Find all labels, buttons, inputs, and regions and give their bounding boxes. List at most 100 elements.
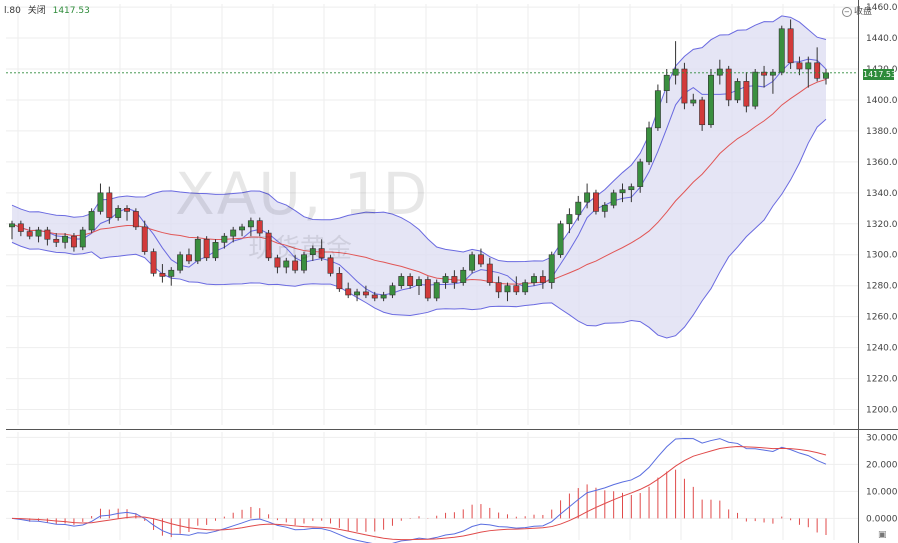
price-tick-label: 1400.00 — [866, 96, 898, 106]
candle-body — [168, 269, 175, 277]
candle-body — [469, 254, 476, 271]
candle-body — [327, 257, 334, 274]
candle-body — [628, 186, 635, 191]
candle-body — [486, 263, 493, 283]
candle-body — [637, 161, 644, 187]
candle-body — [619, 189, 626, 194]
candle-body — [141, 226, 148, 252]
minus-icon: − — [841, 7, 852, 17]
candle-body — [787, 28, 794, 64]
close-label: 关闭 — [27, 6, 46, 16]
candle-body — [44, 229, 51, 240]
candle-body — [35, 229, 42, 237]
candle-body — [354, 291, 361, 296]
legend-readout: l.80 关闭 1417.53 — [4, 3, 90, 16]
macd-tick-label: 10.0000 — [866, 487, 898, 497]
brand-watermark: 现货黄金 — [248, 234, 353, 264]
candle-body — [663, 74, 670, 91]
candle-body — [150, 251, 157, 274]
macd-tick-label: 30.0000 — [866, 433, 898, 443]
candle-body — [752, 71, 759, 107]
candle-body — [805, 62, 812, 70]
candle-body — [451, 276, 458, 283]
collapse-label: 收盘 — [853, 7, 872, 17]
price-tick-label: 1300.00 — [866, 251, 898, 261]
candle-body — [769, 71, 776, 76]
candle-body — [495, 282, 502, 293]
candle-body — [62, 235, 69, 243]
candle-body — [186, 254, 192, 262]
candle-body — [115, 208, 122, 218]
candle-body — [203, 238, 210, 259]
candle-body — [778, 28, 785, 73]
candle-body — [823, 72, 829, 79]
candle-body — [283, 260, 290, 268]
price-tick-label: 1360.00 — [866, 158, 898, 168]
close-value: 1417.53 — [52, 6, 90, 16]
candle-body — [513, 285, 520, 293]
candle-body — [681, 68, 688, 104]
candle-body — [593, 192, 599, 212]
price-tick-label: 1320.00 — [866, 220, 898, 230]
candle-body — [274, 257, 281, 268]
collapse-button[interactable]: − 收盘 — [841, 4, 872, 17]
candle-body — [221, 235, 228, 243]
candle-body — [212, 242, 219, 259]
current-price-tag: 1417.53 — [863, 69, 897, 80]
candle-body — [477, 254, 484, 265]
candle-body — [654, 90, 661, 129]
candle-body — [265, 232, 272, 259]
candle-body — [566, 214, 573, 225]
candle-body — [309, 248, 316, 256]
candle-body — [460, 269, 467, 283]
candle-body — [132, 211, 139, 228]
candle-body — [177, 254, 184, 271]
candle-body — [716, 68, 723, 76]
price-tick-label: 1440.00 — [866, 34, 898, 44]
candle-body — [734, 81, 741, 101]
candle-body — [531, 276, 537, 283]
candle-body — [318, 248, 325, 259]
price-tick-label: 1260.00 — [866, 313, 898, 323]
candle-body — [247, 220, 254, 228]
candle-body — [575, 201, 582, 215]
symbol-watermark: XAU, 1D — [175, 160, 430, 228]
candle-body — [26, 231, 33, 237]
candle-body — [725, 68, 732, 101]
candle-body — [761, 71, 768, 76]
candle-body — [53, 238, 60, 243]
partial-value: l.80 — [4, 6, 21, 16]
candle-body — [601, 204, 608, 212]
candle-body — [548, 254, 555, 283]
candle-body — [230, 229, 237, 237]
macd-line — [11, 438, 827, 543]
candle-body — [584, 192, 591, 203]
bollinger-upper-line — [11, 15, 827, 263]
candle-body — [610, 192, 617, 206]
candle-body — [17, 223, 24, 232]
candle-body — [256, 220, 263, 234]
candle-body — [79, 229, 86, 248]
macd-tick-label: 20.0000 — [866, 460, 898, 470]
candle-body — [88, 211, 95, 231]
candle-body — [442, 276, 449, 283]
candle-body — [539, 276, 546, 283]
candle-body — [380, 294, 387, 299]
candle-body — [301, 254, 307, 271]
camera-icon[interactable]: ▣ — [878, 530, 887, 540]
candle-body — [345, 288, 352, 296]
candle-body — [106, 192, 113, 218]
candle-body — [424, 279, 431, 299]
candle-body — [362, 291, 369, 296]
candle-body — [814, 62, 821, 79]
price-tick-label: 1240.00 — [866, 344, 898, 354]
candle-body — [557, 223, 564, 256]
candle-body — [504, 285, 511, 293]
price-tick-label: 1200.00 — [866, 406, 898, 416]
candle-body — [124, 208, 130, 212]
candle-body — [407, 276, 414, 286]
candle-body — [159, 273, 166, 277]
candle-body — [690, 99, 697, 104]
price-tick-label: 1460.00 — [866, 3, 898, 13]
